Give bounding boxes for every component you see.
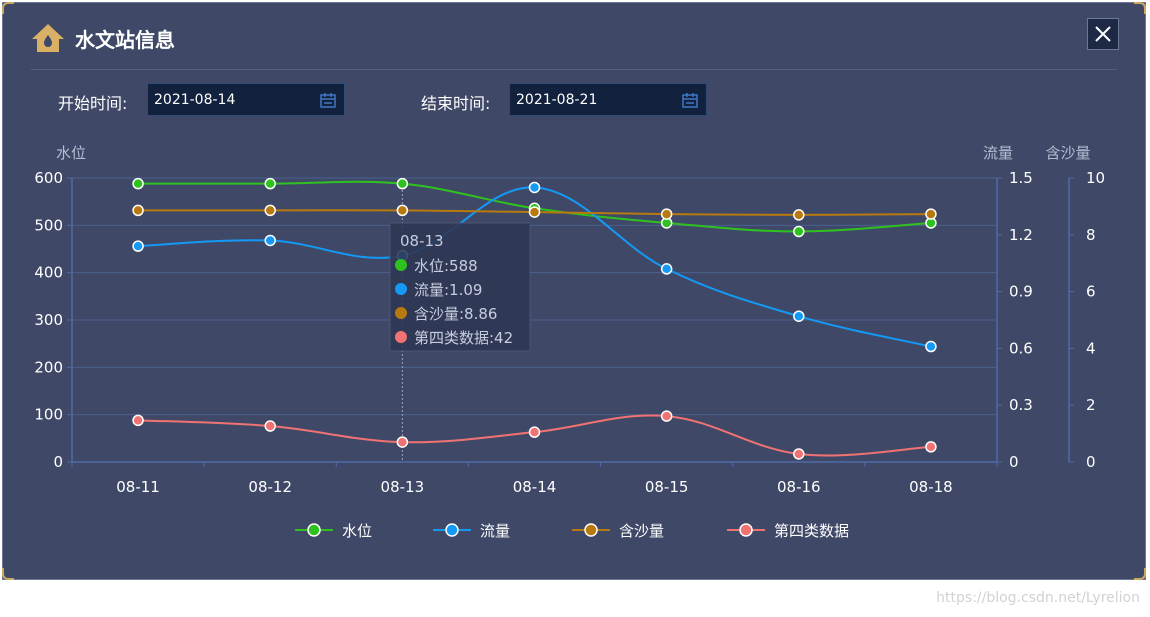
- x-tick-label: 08-12: [248, 478, 292, 496]
- right-tick-label: 0: [1009, 453, 1019, 471]
- data-point-0: [793, 225, 805, 238]
- third-tick-label: 2: [1086, 396, 1096, 414]
- tooltip-marker: [395, 331, 407, 343]
- legend-label: 流量: [480, 522, 510, 540]
- right-tick-label: 0.9: [1009, 283, 1033, 301]
- data-point-1: [925, 340, 937, 353]
- data-point-2: [528, 206, 541, 218]
- data-point-2: [925, 208, 937, 220]
- data-point-3: [793, 448, 805, 460]
- corner-decoration: [2, 2, 14, 14]
- data-point-1: [528, 181, 541, 194]
- corner-decoration: [1134, 2, 1146, 14]
- data-point-0: [132, 177, 144, 190]
- third-tick-label: 0: [1086, 453, 1096, 471]
- data-point-3: [264, 420, 276, 432]
- x-tick-label: 08-18: [909, 478, 953, 496]
- legend-marker: [584, 523, 598, 537]
- data-point-3: [660, 410, 673, 422]
- tooltip-row: 含沙量:8.86: [414, 305, 497, 323]
- header-divider: [31, 69, 1117, 70]
- house-icon: [32, 24, 64, 52]
- data-point-1: [132, 240, 144, 252]
- left-tick-label: 200: [34, 358, 63, 376]
- tooltip-row: 水位:588: [414, 257, 478, 275]
- tooltip-box: [389, 222, 531, 352]
- data-point-3: [925, 441, 937, 453]
- data-point-1: [264, 234, 276, 247]
- close-icon: [1095, 26, 1111, 42]
- right-axis-name: 流量: [983, 144, 1013, 162]
- tooltip-marker: [395, 307, 407, 319]
- left-tick-label: 500: [34, 216, 63, 234]
- x-tick-label: 08-15: [645, 478, 689, 496]
- corner-decoration: [2, 568, 14, 580]
- data-point-1: [660, 263, 673, 275]
- tooltip-row: 第四类数据:42: [414, 329, 513, 347]
- calendar-icon[interactable]: [682, 93, 698, 108]
- data-point-1: [793, 310, 805, 322]
- right-tick-label: 1.2: [1009, 226, 1033, 244]
- legend-label: 水位: [342, 522, 372, 540]
- data-point-2: [660, 208, 673, 220]
- close-button[interactable]: [1087, 18, 1119, 50]
- right-tick-label: 0.6: [1009, 339, 1033, 357]
- x-tick-label: 08-13: [381, 478, 425, 496]
- third-axis-name: 含沙量: [1045, 144, 1090, 162]
- right-tick-label: 0.3: [1009, 396, 1033, 414]
- data-point-2: [793, 209, 805, 221]
- legend-label: 第四类数据: [774, 522, 849, 540]
- legend-marker: [307, 523, 321, 537]
- tooltip-marker: [395, 283, 407, 295]
- data-point-0: [264, 177, 276, 190]
- left-tick-label: 400: [34, 264, 63, 282]
- x-tick-label: 08-14: [513, 478, 557, 496]
- legend-label: 含沙量: [619, 522, 664, 540]
- data-point-3: [132, 414, 144, 427]
- data-point-0: [396, 177, 409, 190]
- left-tick-label: 600: [34, 169, 63, 187]
- left-axis-name: 水位: [56, 144, 86, 162]
- data-point-2: [396, 204, 409, 217]
- left-tick-label: 0: [53, 453, 63, 471]
- data-point-3: [396, 436, 409, 448]
- end-date-input[interactable]: [516, 90, 676, 110]
- data-point-3: [528, 426, 541, 438]
- tooltip-marker: [395, 259, 407, 271]
- right-tick-label: 1.5: [1009, 169, 1033, 187]
- start-date-picker[interactable]: [147, 83, 345, 116]
- third-tick-label: 6: [1086, 283, 1096, 301]
- start-time-label: 开始时间:: [58, 94, 128, 113]
- third-tick-label: 4: [1086, 339, 1096, 357]
- start-date-input[interactable]: [154, 90, 314, 110]
- third-tick-label: 8: [1086, 226, 1096, 244]
- legend-marker: [445, 523, 459, 537]
- watermark: https://blog.csdn.net/Lyrelion: [936, 590, 1140, 606]
- left-tick-label: 300: [34, 311, 63, 329]
- legend-marker: [739, 523, 753, 537]
- calendar-icon[interactable]: [320, 93, 336, 108]
- tooltip-title: 08-13: [400, 232, 444, 250]
- x-tick-label: 08-16: [777, 478, 821, 496]
- dialog-title: 水文站信息: [75, 28, 175, 52]
- x-tick-label: 08-11: [116, 478, 160, 496]
- end-time-label: 结束时间:: [421, 94, 491, 113]
- data-point-2: [132, 204, 144, 217]
- tooltip-row: 流量:1.09: [414, 281, 482, 299]
- corner-decoration: [1134, 568, 1146, 580]
- left-tick-label: 100: [34, 406, 63, 424]
- end-date-picker[interactable]: [509, 83, 707, 116]
- data-point-2: [264, 204, 276, 217]
- third-tick-label: 10: [1086, 169, 1105, 187]
